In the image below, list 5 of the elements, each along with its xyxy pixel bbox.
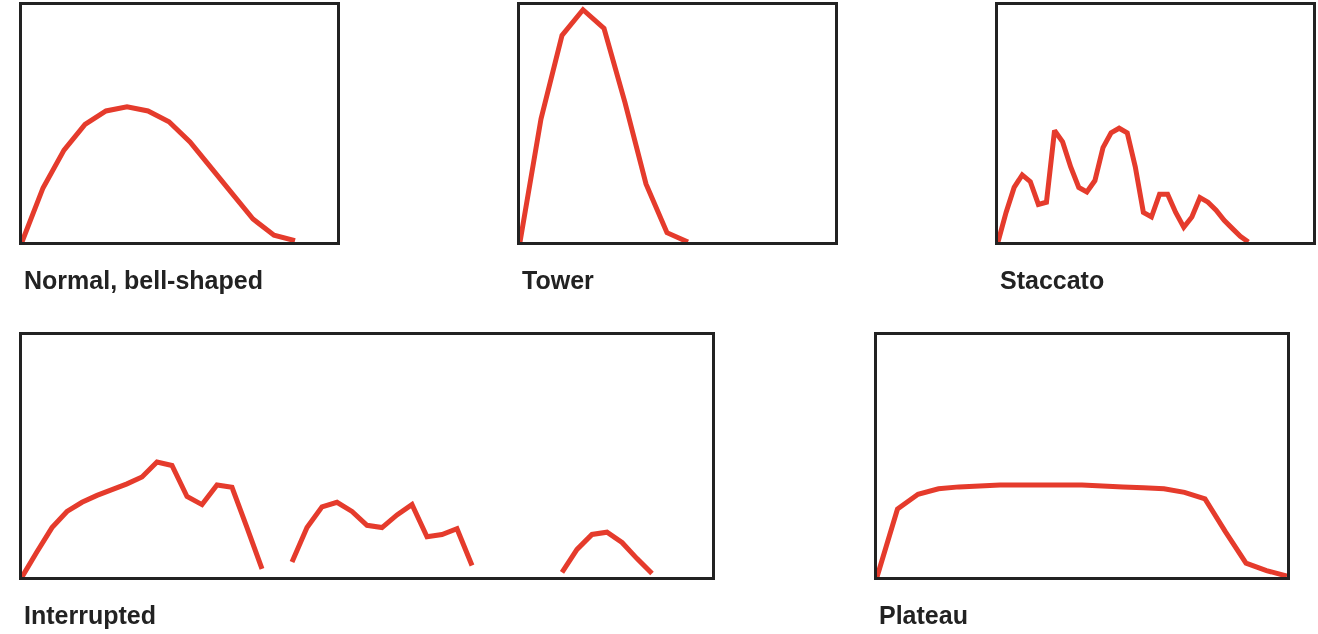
text: Normal, bell-shaped <box>24 266 263 294</box>
text: Interrupted <box>24 601 156 629</box>
text: Tower <box>522 266 595 294</box>
text: Staccato <box>1000 266 1105 294</box>
text: Plateau <box>879 601 968 629</box>
